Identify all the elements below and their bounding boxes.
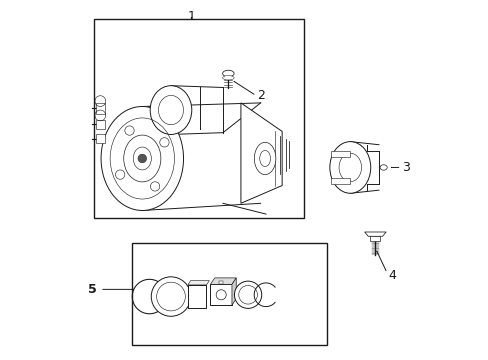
Circle shape [216, 290, 226, 300]
Bar [96, 103, 104, 114]
Circle shape [124, 126, 134, 135]
Bar [187, 285, 206, 308]
Text: 2: 2 [257, 89, 264, 102]
Ellipse shape [222, 70, 234, 77]
Bar [94, 19, 303, 218]
Polygon shape [364, 232, 386, 236]
Circle shape [138, 154, 146, 163]
Circle shape [234, 281, 261, 309]
Circle shape [151, 277, 190, 316]
Ellipse shape [329, 141, 370, 193]
Ellipse shape [101, 107, 183, 211]
Ellipse shape [222, 76, 234, 80]
Text: 4: 4 [387, 269, 395, 282]
Ellipse shape [150, 86, 191, 134]
Bar [330, 178, 349, 184]
Circle shape [160, 138, 169, 147]
Polygon shape [219, 281, 223, 284]
Circle shape [115, 170, 124, 179]
Polygon shape [187, 280, 209, 285]
Bar [369, 236, 380, 241]
Bar [131, 243, 326, 345]
Bar [330, 151, 349, 157]
Bar [96, 120, 104, 129]
Text: 3: 3 [402, 161, 409, 174]
Ellipse shape [254, 142, 275, 175]
Text: 1: 1 [187, 10, 195, 23]
Text: 5: 5 [87, 283, 96, 296]
Polygon shape [231, 278, 236, 305]
Ellipse shape [133, 147, 151, 170]
Polygon shape [241, 103, 282, 203]
Bar [96, 134, 104, 143]
Bar [210, 284, 231, 305]
Circle shape [150, 182, 160, 191]
Polygon shape [210, 278, 236, 284]
Ellipse shape [379, 165, 386, 170]
